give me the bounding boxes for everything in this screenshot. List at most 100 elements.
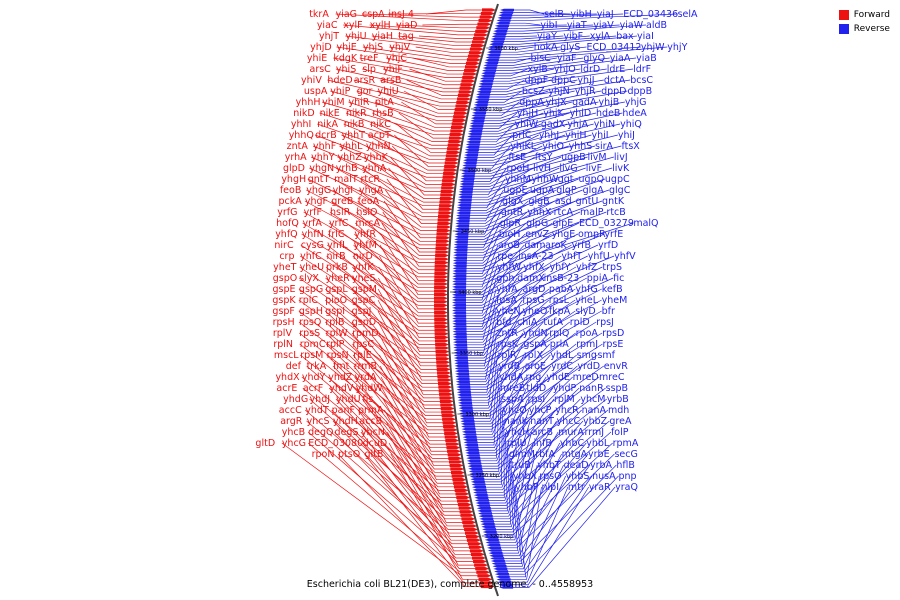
gene-label[interactable]: cspA — [362, 9, 385, 20]
gene-label[interactable]: rpsD — [602, 328, 624, 339]
gene-label[interactable]: gspI — [325, 306, 345, 317]
gene-label[interactable]: ompR — [578, 229, 606, 240]
gene-label[interactable]: yhjY — [667, 42, 687, 53]
gene-label[interactable]: yraR — [589, 482, 611, 493]
gene-label[interactable]: rpe — [497, 251, 513, 262]
gene-label[interactable]: yhfV — [614, 251, 636, 262]
gene-label[interactable]: nanT — [530, 416, 554, 427]
gene-label[interactable]: secG — [614, 449, 637, 460]
gene-label[interactable]: arsR — [354, 75, 376, 86]
gene-label[interactable]: treF — [360, 53, 379, 64]
gene-label[interactable]: acrF — [303, 383, 323, 394]
gene-label[interactable]: ldrE — [607, 64, 626, 75]
gene-label[interactable]: ftsX — [621, 141, 640, 152]
gene-label[interactable]: acpT — [368, 130, 391, 141]
gene-label[interactable]: yhhS — [569, 141, 593, 152]
gene-label[interactable]: glgA — [583, 185, 605, 196]
gene-label[interactable]: gntR — [501, 207, 524, 218]
gene-label[interactable]: yhiE — [307, 53, 327, 64]
gene-label[interactable]: yhfZ — [576, 262, 598, 273]
gene-label[interactable]: accC — [279, 405, 302, 416]
gene-label[interactable]: yhjE — [336, 42, 356, 53]
gene-label[interactable]: degS — [335, 427, 359, 438]
gene-label[interactable]: rpsE — [603, 339, 624, 350]
gene-label[interactable]: bioH — [499, 229, 521, 240]
gene-label[interactable]: yhfN — [302, 229, 324, 240]
gene-label[interactable]: tkrA — [309, 9, 329, 20]
gene-label[interactable]: prlA — [550, 339, 570, 350]
gene-label[interactable]: xylB — [528, 64, 548, 75]
gene-label[interactable]: yhcH — [505, 427, 529, 438]
gene-label[interactable]: hdeB — [596, 108, 620, 119]
gene-label[interactable]: nikD — [293, 108, 314, 119]
gene-label[interactable]: yhbS — [566, 471, 590, 482]
gene-label[interactable]: yhhK — [364, 152, 389, 163]
gene-label[interactable]: ggt — [558, 174, 574, 185]
gene-label[interactable]: yhcP — [529, 405, 552, 416]
gene-label[interactable]: aroE — [525, 361, 546, 372]
gene-label[interactable]: gspO — [273, 273, 298, 284]
gene-label[interactable]: hdeA — [622, 108, 647, 119]
gene-label[interactable]: glgB — [528, 196, 549, 207]
gene-label[interactable]: gspH — [299, 306, 323, 317]
gene-label[interactable]: gor — [357, 86, 373, 97]
gene-label[interactable]: mscL — [274, 350, 299, 361]
gene-label[interactable]: rng — [525, 372, 541, 383]
gene-label[interactable]: ftsE — [508, 152, 526, 163]
gene-label[interactable]: gspD — [352, 317, 376, 328]
gene-label[interactable]: selA — [678, 9, 698, 20]
gene-label[interactable]: rhsB — [372, 108, 393, 119]
gene-label[interactable]: rpsO — [539, 471, 561, 482]
gene-label[interactable]: yiaC — [317, 20, 338, 31]
gene-label[interactable]: yhgI — [333, 185, 353, 196]
gene-label[interactable]: tufA — [543, 317, 563, 328]
gene-label[interactable]: yhbT — [537, 460, 561, 471]
gene-label[interactable]: nirD — [353, 251, 373, 262]
gene-label[interactable]: rpsI — [528, 394, 546, 405]
gene-label[interactable]: prkB — [326, 262, 348, 273]
gene-label[interactable]: nikB — [344, 119, 365, 130]
gene-label[interactable]: rpmC — [300, 339, 326, 350]
gene-label[interactable]: yhhJ — [539, 130, 559, 141]
gene-label[interactable]: mreD — [573, 372, 599, 383]
gene-label[interactable]: nusA — [592, 471, 616, 482]
gene-label[interactable]: ugpB — [561, 152, 586, 163]
gene-label[interactable]: insJ-4 — [388, 9, 414, 20]
gene-label[interactable]: glgC — [609, 185, 631, 196]
gene-label[interactable]: gspL — [325, 284, 348, 295]
gene-label[interactable]: yhbP — [515, 482, 539, 493]
gene-label[interactable]: yhbX — [513, 471, 538, 482]
gene-label[interactable]: rrmJ — [585, 427, 605, 438]
gene-label[interactable]: yhdG — [283, 394, 308, 405]
gene-label[interactable]: yhcC — [557, 416, 581, 427]
gene-label[interactable]: yhiD — [570, 108, 592, 119]
gene-label[interactable]: yhgN — [309, 163, 334, 174]
gene-label[interactable]: rpsQ — [299, 317, 321, 328]
gene-label[interactable]: rpsS — [299, 328, 320, 339]
gene-label[interactable]: yhfT — [561, 251, 582, 262]
gene-label[interactable]: nikA — [317, 119, 338, 130]
gene-label[interactable]: yiaA — [610, 53, 631, 64]
gene-label[interactable]: rbfA — [535, 449, 555, 460]
gene-label[interactable]: yhdT — [305, 405, 329, 416]
gene-label[interactable]: rplE — [353, 350, 372, 361]
gene-label[interactable]: chiA — [517, 317, 538, 328]
gene-label[interactable]: gspA — [523, 339, 547, 350]
gene-label[interactable]: def — [286, 361, 302, 372]
gene-label[interactable]: yheS — [352, 273, 376, 284]
gene-label[interactable]: panF — [332, 405, 355, 416]
gene-label[interactable]: gntK — [602, 196, 625, 207]
gene-label[interactable]: degQ — [308, 427, 333, 438]
gene-label[interactable]: yhjH — [517, 108, 538, 119]
gene-label[interactable]: folP — [611, 427, 629, 438]
gene-label[interactable]: nikC — [370, 119, 391, 130]
gene-label[interactable]: yheN — [496, 306, 521, 317]
gene-label[interactable]: gph — [496, 273, 514, 284]
gene-label[interactable]: yhcS — [307, 416, 330, 427]
gene-label[interactable]: arsB — [380, 75, 401, 86]
gene-label[interactable]: yhiKL — [510, 141, 537, 152]
gene-label[interactable]: livF — [586, 163, 602, 174]
gene-label[interactable]: yiaW — [620, 20, 644, 31]
gene-label[interactable]: cysG — [301, 240, 324, 251]
gene-label[interactable]: yrfG — [277, 207, 297, 218]
